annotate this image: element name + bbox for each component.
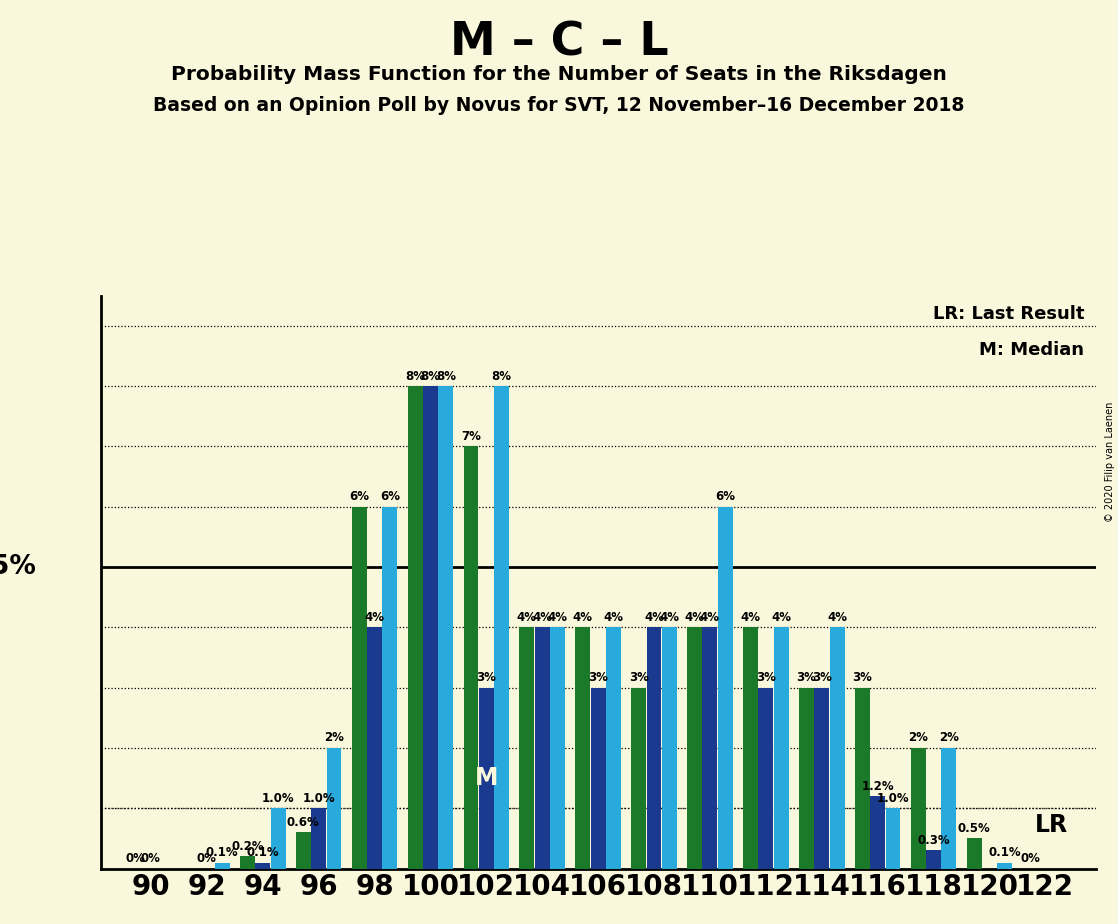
Text: 4%: 4% <box>827 611 847 624</box>
Text: 0.1%: 0.1% <box>988 845 1021 859</box>
Text: 3%: 3% <box>812 671 832 684</box>
Bar <box>632 687 646 869</box>
Bar <box>606 627 620 869</box>
Text: 3%: 3% <box>852 671 872 684</box>
Bar <box>438 386 453 869</box>
Bar <box>688 627 702 869</box>
Bar <box>296 833 311 869</box>
Bar <box>967 838 982 869</box>
Bar <box>646 627 662 869</box>
Text: 8%: 8% <box>420 370 440 383</box>
Text: 6%: 6% <box>716 490 736 504</box>
Bar <box>520 627 534 869</box>
Text: 4%: 4% <box>700 611 720 624</box>
Text: 4%: 4% <box>517 611 537 624</box>
Bar <box>352 506 367 869</box>
Text: 3%: 3% <box>628 671 648 684</box>
Text: Probability Mass Function for the Number of Seats in the Riksdagen: Probability Mass Function for the Number… <box>171 65 947 84</box>
Text: 2%: 2% <box>324 731 344 745</box>
Text: Based on an Opinion Poll by Novus for SVT, 12 November–16 December 2018: Based on an Opinion Poll by Novus for SV… <box>153 96 965 116</box>
Text: 1.0%: 1.0% <box>302 792 335 805</box>
Text: 5%: 5% <box>0 554 36 580</box>
Bar <box>534 627 550 869</box>
Bar <box>255 862 271 869</box>
Text: 4%: 4% <box>644 611 664 624</box>
Text: 1.0%: 1.0% <box>877 792 909 805</box>
Bar <box>382 506 397 869</box>
Text: 6%: 6% <box>349 490 369 504</box>
Bar <box>855 687 870 869</box>
Text: 0.2%: 0.2% <box>231 840 264 853</box>
Text: 0%: 0% <box>141 852 161 865</box>
Text: 0%: 0% <box>197 852 217 865</box>
Text: 0.5%: 0.5% <box>958 821 991 834</box>
Text: 2%: 2% <box>908 731 928 745</box>
Bar <box>941 748 956 869</box>
Text: 3%: 3% <box>588 671 608 684</box>
Bar <box>479 687 494 869</box>
Text: LR: Last Result: LR: Last Result <box>932 305 1084 322</box>
Text: 4%: 4% <box>532 611 552 624</box>
Text: 8%: 8% <box>492 370 512 383</box>
Text: © 2020 Filip van Laenen: © 2020 Filip van Laenen <box>1106 402 1115 522</box>
Bar <box>830 627 844 869</box>
Text: M: M <box>475 766 498 790</box>
Bar <box>758 687 774 869</box>
Bar <box>997 862 1012 869</box>
Bar <box>774 627 788 869</box>
Text: 0%: 0% <box>1020 852 1040 865</box>
Text: 8%: 8% <box>436 370 456 383</box>
Bar <box>926 850 941 869</box>
Bar <box>718 506 732 869</box>
Text: 4%: 4% <box>660 611 680 624</box>
Text: 4%: 4% <box>604 611 624 624</box>
Bar <box>494 386 509 869</box>
Bar <box>870 796 885 869</box>
Text: 4%: 4% <box>684 611 704 624</box>
Text: 3%: 3% <box>476 671 496 684</box>
Bar <box>271 808 285 869</box>
Bar <box>576 627 590 869</box>
Bar <box>702 627 718 869</box>
Text: 6%: 6% <box>380 490 400 504</box>
Text: 8%: 8% <box>405 370 425 383</box>
Text: 0.6%: 0.6% <box>287 816 320 829</box>
Bar <box>799 687 814 869</box>
Text: M – C – L: M – C – L <box>449 20 669 66</box>
Text: 3%: 3% <box>796 671 816 684</box>
Bar <box>408 386 423 869</box>
Bar <box>423 386 438 869</box>
Text: 4%: 4% <box>740 611 760 624</box>
Bar <box>550 627 565 869</box>
Text: 7%: 7% <box>461 430 481 443</box>
Bar <box>326 748 341 869</box>
Text: 1.2%: 1.2% <box>861 780 894 793</box>
Bar <box>367 627 382 869</box>
Bar <box>464 446 479 869</box>
Text: 4%: 4% <box>364 611 385 624</box>
Text: 4%: 4% <box>771 611 792 624</box>
Text: LR: LR <box>1034 813 1068 837</box>
Bar <box>215 862 229 869</box>
Text: 0.1%: 0.1% <box>206 845 238 859</box>
Bar <box>662 627 676 869</box>
Bar <box>885 808 900 869</box>
Bar <box>590 687 606 869</box>
Bar <box>911 748 926 869</box>
Bar <box>240 857 255 869</box>
Bar <box>814 687 830 869</box>
Bar <box>311 808 326 869</box>
Text: 1.0%: 1.0% <box>262 792 294 805</box>
Text: 0%: 0% <box>125 852 145 865</box>
Bar <box>743 627 758 869</box>
Text: 2%: 2% <box>939 731 959 745</box>
Text: 0.1%: 0.1% <box>246 845 280 859</box>
Text: 0.3%: 0.3% <box>917 833 950 847</box>
Text: 4%: 4% <box>572 611 593 624</box>
Text: 3%: 3% <box>756 671 776 684</box>
Text: 4%: 4% <box>548 611 568 624</box>
Text: M: Median: M: Median <box>979 341 1084 359</box>
